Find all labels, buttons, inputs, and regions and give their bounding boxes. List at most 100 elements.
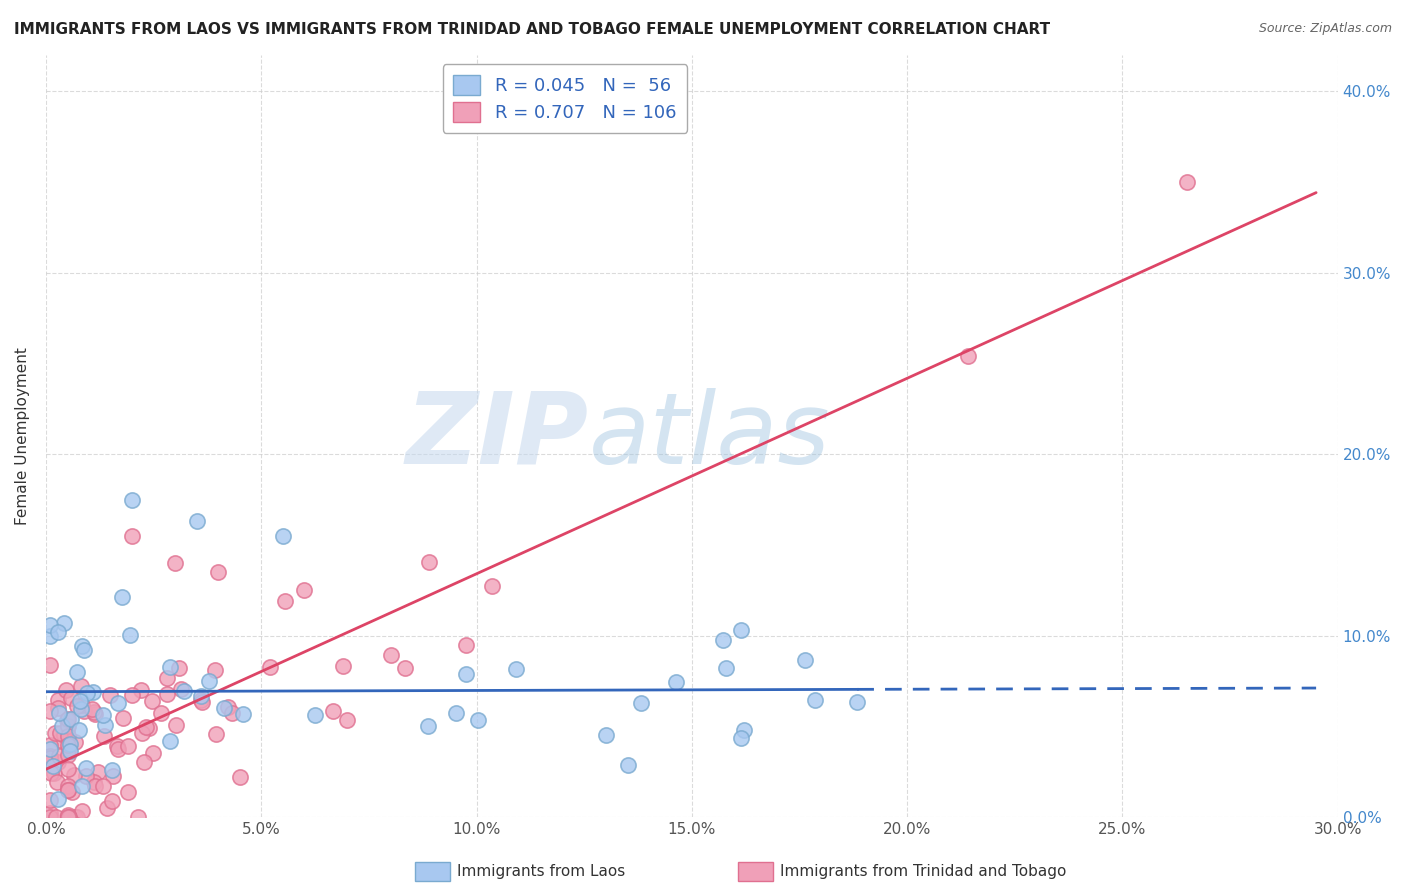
Point [121, 689, 143, 703]
Point [804, 692, 827, 706]
Point [60, 785, 83, 799]
Point [292, 583, 315, 598]
Point [630, 696, 652, 710]
Point [138, 721, 160, 735]
Point [107, 742, 129, 756]
Point [44, 765, 66, 780]
Point [191, 695, 214, 709]
Point [131, 725, 153, 739]
Point [46, 756, 69, 770]
Point [418, 555, 440, 569]
Point [46, 774, 69, 789]
Point [56, 783, 79, 797]
Point [730, 623, 752, 637]
Point [56, 779, 79, 793]
Point [394, 661, 416, 675]
Point [49, 732, 72, 747]
Point [98, 688, 121, 702]
Point [232, 706, 254, 721]
Point [214, 701, 236, 715]
Point [39, 748, 62, 763]
Point [56, 748, 79, 763]
Point [418, 719, 440, 733]
Point [190, 690, 212, 704]
Point [58, 810, 80, 824]
Point [56, 762, 79, 776]
Point [101, 764, 124, 778]
Point [380, 648, 402, 663]
Point [190, 693, 212, 707]
Point [56, 712, 79, 726]
Point [39, 805, 62, 820]
Point [167, 661, 190, 675]
Point [56, 810, 79, 824]
Point [63, 810, 86, 824]
Point [229, 770, 252, 784]
Point [70, 679, 93, 693]
Point [56, 810, 79, 824]
Point [259, 660, 281, 674]
Point [111, 590, 134, 604]
Point [117, 739, 139, 753]
Point [665, 675, 688, 690]
Point [149, 706, 172, 720]
Point [336, 713, 359, 727]
Point [444, 706, 467, 720]
Text: IMMIGRANTS FROM LAOS VS IMMIGRANTS FROM TRINIDAD AND TOBAGO FEMALE UNEMPLOYMENT : IMMIGRANTS FROM LAOS VS IMMIGRANTS FROM … [14, 22, 1050, 37]
Point [91, 707, 114, 722]
Point [63, 735, 86, 749]
Point [48, 706, 70, 720]
Point [794, 653, 817, 667]
Point [73, 643, 96, 657]
Point [204, 727, 226, 741]
Point [198, 674, 221, 689]
Point [159, 660, 181, 674]
Point [481, 579, 503, 593]
Point [846, 695, 869, 709]
Point [56, 729, 79, 743]
Point [83, 774, 105, 789]
Point [132, 755, 155, 769]
Point [39, 742, 62, 756]
Legend: R = 0.045   N =  56, R = 0.707   N = 106: R = 0.045 N = 56, R = 0.707 N = 106 [443, 64, 688, 133]
Point [83, 705, 105, 719]
Point [165, 718, 187, 732]
Point [714, 661, 737, 675]
Point [56, 725, 79, 739]
Point [186, 514, 208, 528]
Point [93, 729, 115, 743]
Point [49, 725, 72, 739]
Point [207, 565, 229, 579]
Point [332, 659, 354, 673]
Point [159, 733, 181, 747]
Point [48, 792, 70, 806]
Point [75, 761, 97, 775]
Point [617, 757, 640, 772]
Point [45, 810, 67, 824]
Point [1175, 175, 1198, 189]
Point [173, 683, 195, 698]
Text: Immigrants from Laos: Immigrants from Laos [457, 864, 626, 879]
Point [46, 625, 69, 640]
Point [39, 630, 62, 644]
Point [957, 349, 980, 363]
Point [39, 705, 62, 719]
Point [121, 492, 143, 507]
Point [39, 738, 62, 752]
Point [217, 700, 239, 714]
Point [84, 779, 107, 793]
Point [58, 810, 80, 824]
Y-axis label: Female Unemployment: Female Unemployment [15, 347, 30, 525]
Point [170, 682, 193, 697]
Point [120, 628, 142, 642]
Point [273, 594, 295, 608]
Point [69, 694, 91, 708]
Point [56, 783, 79, 797]
Text: Source: ZipAtlas.com: Source: ZipAtlas.com [1258, 22, 1392, 36]
Point [56, 738, 79, 752]
Point [93, 717, 115, 731]
Point [454, 667, 477, 681]
Point [221, 706, 243, 721]
Point [56, 719, 79, 733]
Point [55, 683, 77, 698]
